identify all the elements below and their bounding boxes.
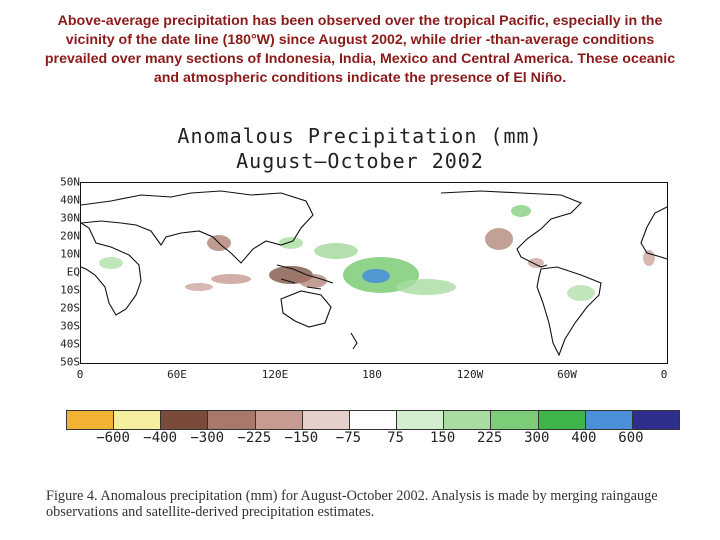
lat-label: 30N: [60, 211, 80, 225]
lat-label: 40S: [60, 337, 80, 351]
new-zealand-coastline: [350, 332, 358, 350]
colorbar-swatch: [397, 411, 445, 429]
colorbar-label: −300: [190, 430, 225, 446]
colorbar-swatch: [161, 411, 209, 429]
lat-label: 20S: [60, 301, 80, 315]
maritime-continent-coastline: [276, 264, 334, 290]
lon-label: 0: [660, 368, 668, 381]
colorbar-swatch: [585, 411, 633, 429]
lat-label: 30S: [60, 319, 80, 333]
colorbar-swatch: [114, 411, 162, 429]
colorbar-swatch: [302, 411, 350, 429]
colorbar-swatch: [491, 411, 539, 429]
lon-label: 120E: [261, 368, 289, 381]
description-text: Above-average precipitation has been obs…: [44, 13, 676, 86]
precipitation-map: [80, 182, 668, 364]
wet-anomaly-west-pacific: [314, 243, 358, 259]
lon-label: 180: [362, 368, 382, 381]
colorbar-label: −150: [284, 430, 319, 446]
dry-anomaly-indian-ocean: [211, 274, 251, 284]
wet-anomaly-central-pacific: [396, 279, 456, 295]
coastlines: [81, 190, 667, 357]
lon-label: 60W: [557, 368, 577, 381]
australia-coastline: [280, 290, 332, 328]
lon-label: 60E: [167, 368, 187, 381]
anomaly-shading: [99, 205, 655, 301]
wet-anomaly-north-america: [511, 205, 531, 217]
colorbar-label: −75: [335, 430, 362, 446]
north-america-coastline: [440, 190, 582, 268]
lat-label: 50S: [60, 355, 80, 369]
colorbar-labels: −600 −400 −300 −225 −150 −75 75 150 225 300 400 600: [66, 430, 678, 450]
dry-anomaly-mexico: [485, 228, 513, 250]
colorbar-swatch: [208, 411, 256, 429]
lat-label: 20N: [60, 229, 80, 243]
dry-anomaly-central-america: [528, 258, 544, 268]
wet-anomaly-south-america: [567, 285, 595, 301]
colorbar-label: 75: [387, 430, 404, 446]
colorbar-label: −600: [96, 430, 130, 446]
map-subtitle: August—October 2002: [236, 149, 484, 173]
lat-label: EQ: [66, 265, 80, 279]
colorbar-label: −225: [237, 430, 272, 446]
map-title: Anomalous Precipitation (mm): [177, 124, 543, 148]
colorbar-label: 150: [429, 430, 456, 446]
lat-label: 40N: [60, 193, 80, 207]
europe-africa-east-coastline: [640, 206, 667, 260]
colorbar-swatch: [538, 411, 586, 429]
dry-anomaly-new-guinea: [299, 274, 327, 288]
dry-anomaly-west-indian: [185, 283, 213, 291]
eurasia-coastline: [81, 190, 314, 264]
figure-caption: Figure 4. Anomalous precipitation (mm) f…: [46, 488, 658, 520]
colorbar-label: 400: [571, 430, 597, 446]
lon-label: 0: [76, 368, 84, 381]
colorbar-swatch: [632, 411, 680, 429]
colorbar-swatch: [255, 411, 303, 429]
dry-anomaly-west-africa: [643, 250, 655, 266]
longitude-labels: 0 60E 120E 180 120W 60W 0: [76, 368, 668, 384]
latitude-labels: 50N 40N 30N 20N 10N EQ 10S 20S 30S 40S 5…: [50, 175, 80, 369]
colorbar-label: −400: [143, 430, 177, 446]
lat-label: 10N: [60, 247, 80, 261]
africa-coastline: [81, 222, 142, 316]
lat-label: 10S: [60, 283, 80, 297]
lat-label: 50N: [60, 175, 80, 189]
colorbar-label: 225: [477, 430, 503, 446]
wet-anomaly-south-china-sea: [279, 237, 303, 249]
south-america-coastline: [536, 266, 602, 357]
colorbar-swatch: [67, 411, 115, 429]
wet-anomaly-africa: [99, 257, 123, 269]
colorbar-label: 600: [618, 430, 644, 446]
colorbar-swatch: [349, 411, 398, 429]
colorbar: [66, 410, 680, 430]
colorbar-swatch: [444, 411, 492, 429]
colorbar-label: 300: [524, 430, 550, 446]
map-canvas: [81, 190, 667, 357]
lon-label: 120W: [456, 368, 484, 381]
wet-maximum-date-line: [362, 269, 390, 283]
